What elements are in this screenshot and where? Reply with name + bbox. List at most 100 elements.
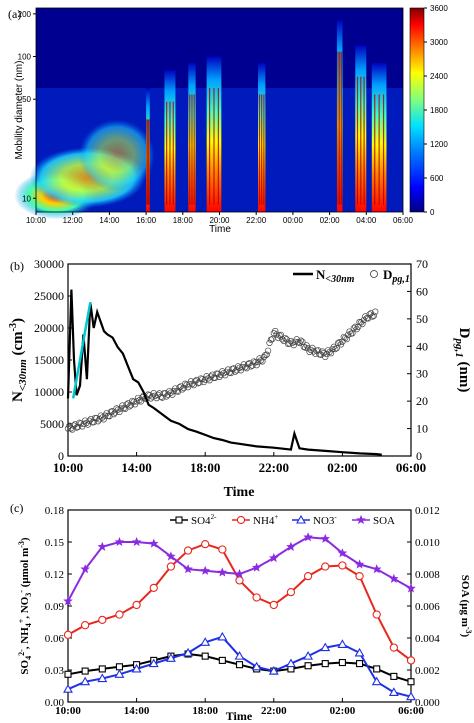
series-marker <box>286 587 296 597</box>
dpg-point <box>84 421 92 428</box>
panel-b-left-tick-label: 30000 <box>34 257 64 271</box>
series-marker <box>218 656 226 664</box>
dpg-point <box>94 418 102 425</box>
dpg-point <box>332 345 339 353</box>
dpg-point <box>80 420 87 428</box>
series-marker <box>406 583 416 593</box>
panel-b-left-tick-label: 5000 <box>40 417 64 431</box>
panel-b-left-tick-label: 25000 <box>34 289 64 303</box>
dpg-point <box>149 393 156 400</box>
panel-b-ticks: 10:00 14:00 18:00 22:00 02:00 06:000500010000… <box>34 257 428 475</box>
series-marker <box>97 541 108 551</box>
colorbar-tick-label: 3000 <box>430 38 448 47</box>
series-marker <box>64 670 72 678</box>
dpg-point <box>253 361 260 369</box>
heatmap-growth-tail <box>78 119 155 192</box>
series-marker <box>268 665 279 675</box>
panel-b-right-axis-title: Dpg,1 (nm) <box>453 328 472 393</box>
panel-b-label: (b) <box>10 259 24 273</box>
panel-c-left-tick-label: 0.15 <box>45 537 65 549</box>
panel-c-right-tick-label: 0.006 <box>415 601 440 613</box>
heatmap-y-tick-label: 50 <box>22 95 31 104</box>
series-marker <box>354 559 365 569</box>
series-marker <box>131 537 142 547</box>
dpg-point <box>237 367 245 374</box>
heatmap-x-tick-label: 00:00 <box>283 216 304 225</box>
dpg-point <box>133 398 140 405</box>
series-marker <box>303 651 314 660</box>
series-marker <box>373 665 381 673</box>
series-marker <box>166 562 176 571</box>
dpg-point <box>272 327 279 335</box>
legend-label: SOA <box>373 515 395 527</box>
panel-b-x-tick-label: 22:00 <box>259 460 289 475</box>
heatmap-x-tick-label: 04:00 <box>356 216 377 225</box>
series-marker <box>165 653 176 662</box>
panel-b-left-axis-title: N<30nm (cm-3) <box>8 318 29 402</box>
colorbar-tick-label: 3600 <box>430 4 448 13</box>
dpg-point <box>350 325 357 332</box>
legend-label-sup: 2- <box>211 513 218 521</box>
panel-c-x-tick-label: 06:00 <box>398 705 424 717</box>
series-marker <box>200 565 210 575</box>
panel-c-chart: (c) 10:00 14:00 18:00 22:00 02:00 06:00 0.00 0.… <box>10 501 473 723</box>
dpg-point <box>297 337 305 344</box>
panel-c-left-axis-title: SO42-, NH4+, NO3- (μmol m-3) <box>17 537 33 675</box>
dpg-point <box>186 381 193 388</box>
heatmap-x-tick-label: 06:00 <box>393 216 414 225</box>
series-marker <box>269 553 279 563</box>
panel-c-label: (c) <box>10 501 23 515</box>
dpg-point <box>163 393 170 400</box>
series-marker <box>97 673 108 683</box>
panel-c-x-tick-label: 18:00 <box>192 705 218 717</box>
series-marker <box>234 569 245 579</box>
dpg-point <box>279 336 286 343</box>
heatmap-x-tick-label: 10:00 <box>26 216 47 225</box>
series-marker <box>166 551 176 561</box>
series-marker <box>183 564 193 574</box>
series-marker <box>389 573 399 583</box>
heatmap-x-tick-label: 20:00 <box>209 216 230 225</box>
dpg-point <box>322 353 329 361</box>
dpg-point <box>259 358 266 365</box>
panel-b-right-tick-label: 60 <box>416 284 428 298</box>
legend-label-main: SOA <box>373 515 395 527</box>
dpg-point <box>116 408 123 415</box>
panel-c-left-tick-label: 0.12 <box>45 569 64 581</box>
dpg-point <box>110 411 117 418</box>
series-marker <box>235 661 244 669</box>
series-marker <box>286 541 296 551</box>
n30-fit-line <box>71 302 92 399</box>
dpg-point <box>303 342 310 349</box>
legend-label-main: SO4 <box>191 515 211 527</box>
dpg-point <box>359 320 366 328</box>
dpg-point <box>269 335 276 343</box>
dpg-point <box>354 323 362 330</box>
panel-c-right-tick-label: 0.002 <box>415 665 440 677</box>
dpg-point <box>207 373 215 380</box>
panel-c-ticks: 10:00 14:00 18:00 22:00 02:00 06:00 0.00 0.03 0.… <box>45 505 441 717</box>
dpg-point <box>167 389 175 396</box>
panel-b-x-axis-title: Time <box>224 485 255 500</box>
panel-b-left-tick-label: 20000 <box>34 321 64 335</box>
panel-b-x-tick-label: 02:00 <box>327 460 357 475</box>
panel-b-left-tick-label: 0 <box>58 449 64 463</box>
dpg-point <box>282 334 289 342</box>
colorbar <box>409 7 425 213</box>
series-marker <box>63 630 73 639</box>
series-marker <box>389 643 398 652</box>
series-marker <box>303 571 313 581</box>
series-marker <box>251 661 262 671</box>
panel-b-left-tick-label: 10000 <box>34 385 64 399</box>
panel-b-right-tick-label: 10 <box>416 422 428 436</box>
heatmap-y-ticks: 10 50 100 200 <box>18 10 36 203</box>
series-marker <box>98 615 107 625</box>
dpg-point <box>243 365 250 372</box>
series-marker <box>115 610 124 619</box>
series-marker <box>81 667 89 675</box>
legend-label-main: NH4 <box>253 515 275 527</box>
series-marker <box>337 639 348 648</box>
series-marker <box>131 663 142 673</box>
dpg-point <box>232 368 239 375</box>
